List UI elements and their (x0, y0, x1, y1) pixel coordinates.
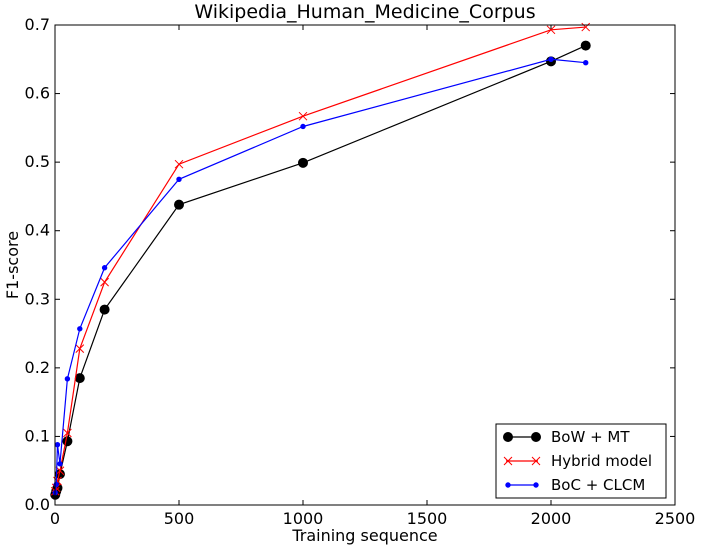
data-point (63, 428, 72, 438)
legend-marker-stroke (503, 456, 513, 466)
data-point (64, 376, 71, 382)
y-tick-label: 0.0 (25, 495, 50, 514)
y-tick-label: 0.6 (25, 84, 50, 103)
x-axis-label: Training sequence (291, 526, 437, 545)
data-point (77, 326, 83, 332)
data-point-stroke (581, 22, 591, 32)
data-point (57, 461, 63, 467)
data-point (300, 123, 306, 130)
y-tick-label: 0.1 (25, 426, 50, 445)
data-point-stroke (174, 159, 184, 169)
data-point-stroke (55, 466, 65, 476)
x-tick-label: 0 (50, 509, 60, 528)
plot-frame (54, 24, 676, 506)
x-tick-label: 1000 (283, 509, 324, 528)
y-tick-label: 0.2 (25, 358, 50, 377)
data-point (176, 176, 182, 182)
axis-ticks: 0 500 1000 1500 2000 2500 0.0 0.1 0.2 0.3 0.4 0.5 0.… (25, 15, 696, 528)
data-point-stroke (63, 428, 72, 438)
data-point-stroke (298, 111, 308, 121)
data-point (174, 159, 184, 169)
data-point (74, 373, 85, 384)
data-point (546, 25, 556, 35)
y-tick-label: 0.3 (25, 289, 50, 308)
data-point (100, 277, 109, 287)
data-point (548, 56, 554, 62)
legend-marker (505, 482, 511, 488)
chart-title: Wikipedia_Human_Medicine_Corpus (194, 1, 535, 23)
data-point (54, 441, 61, 448)
legend-label: BoC + CLCM (551, 476, 645, 494)
x-tick-label: 500 (164, 509, 195, 528)
legend-marker (503, 456, 513, 466)
legend-marker (531, 456, 541, 466)
y-tick-label: 0.5 (25, 152, 50, 171)
legend-label: Hybrid model (551, 452, 652, 470)
series-line-1 (54, 26, 586, 492)
y-tick-label: 0.4 (25, 221, 50, 240)
legend-marker (503, 432, 513, 442)
legend-marker (533, 482, 539, 488)
x-tick-label: 1500 (407, 509, 448, 528)
y-axis-label: F1-score (3, 231, 22, 299)
x-tick-label: 2500 (655, 509, 696, 528)
data-point-stroke (546, 25, 556, 35)
series-2 (52, 56, 589, 496)
data-point (101, 265, 108, 271)
legend-label: BoW + MT (551, 428, 630, 446)
legend-marker-stroke (531, 456, 541, 466)
data-point-stroke (75, 344, 85, 354)
data-point (298, 111, 308, 121)
data-point (174, 199, 184, 210)
data-point (62, 436, 73, 447)
data-point (581, 22, 591, 32)
data-point (583, 60, 589, 66)
y-tick-label: 0.7 (25, 15, 50, 34)
data-point (75, 344, 85, 354)
data-point (298, 157, 308, 168)
x-tick-label: 2000 (531, 509, 572, 528)
data-point-stroke (100, 277, 109, 287)
plot-series (50, 22, 591, 500)
data-point (99, 304, 110, 315)
data-point (580, 40, 591, 51)
legend-marker (531, 432, 541, 442)
legend: BoW + MT Hybrid model BoC + CLCM (495, 423, 667, 499)
